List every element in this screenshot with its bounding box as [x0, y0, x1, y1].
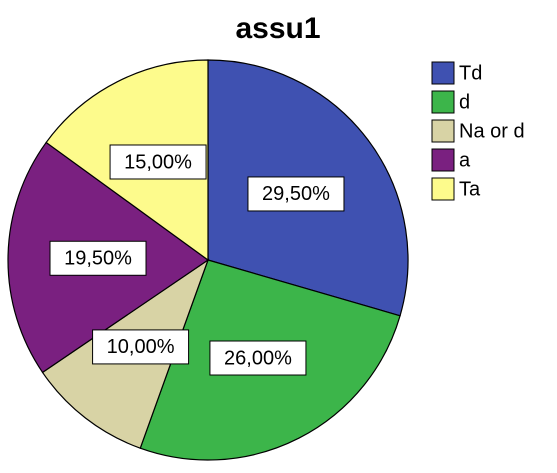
data-label-box	[49, 240, 147, 276]
legend-label: Na or d	[459, 120, 525, 142]
legend-swatch	[431, 61, 455, 85]
legend-swatch	[431, 90, 455, 114]
data-label-box	[247, 176, 345, 212]
data-label: 15,00%	[124, 151, 192, 173]
data-label-box	[209, 340, 307, 376]
legend-label: d	[459, 91, 470, 113]
chart-title: assu1	[235, 12, 320, 45]
data-label: 19,50%	[64, 248, 132, 270]
legend-label: a	[459, 149, 471, 171]
data-label-box	[109, 144, 207, 180]
data-label: 29,50%	[262, 183, 330, 205]
legend-swatch	[431, 119, 455, 143]
legend-label: Td	[459, 62, 482, 84]
legend-swatch	[431, 148, 455, 172]
legend-swatch	[431, 177, 455, 201]
data-label-box	[92, 329, 190, 365]
data-label: 10,00%	[107, 336, 175, 358]
data-label: 26,00%	[224, 347, 292, 369]
legend-label: Ta	[459, 178, 481, 200]
